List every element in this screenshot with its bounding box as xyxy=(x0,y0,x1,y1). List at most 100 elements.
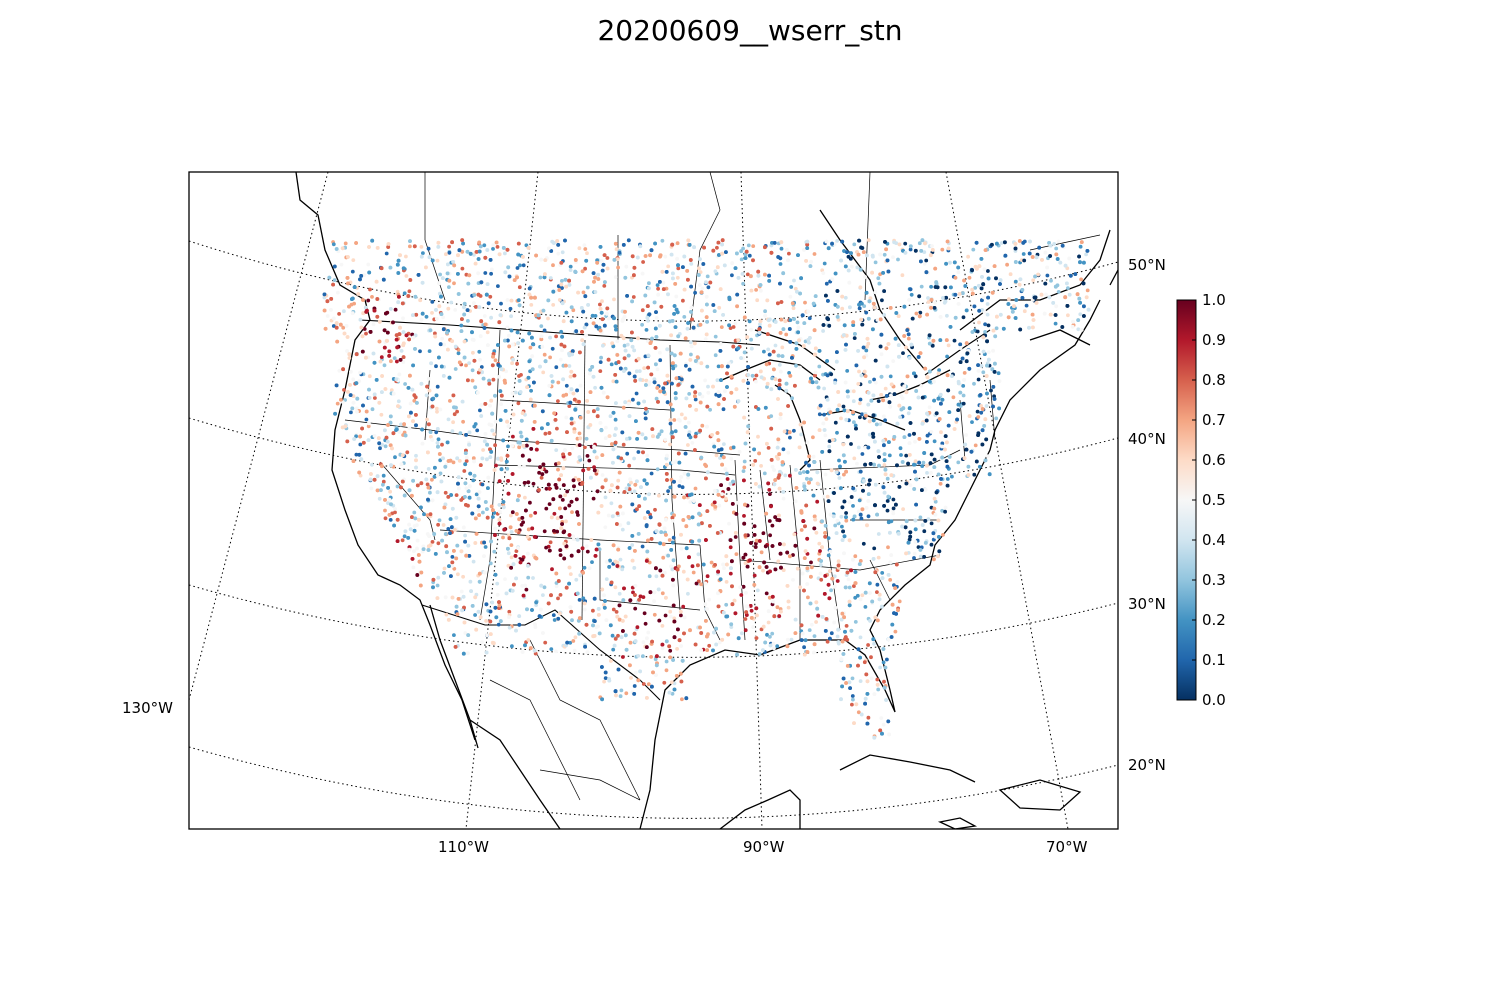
station-point xyxy=(418,298,423,303)
station-point xyxy=(498,418,503,422)
station-point xyxy=(669,548,674,552)
station-point xyxy=(621,598,626,603)
station-point xyxy=(952,338,957,343)
station-point xyxy=(574,497,579,502)
station-point xyxy=(882,458,887,463)
station-point xyxy=(443,490,448,495)
station-point xyxy=(721,407,726,412)
station-point xyxy=(1003,240,1007,245)
station-point xyxy=(1065,281,1069,286)
station-point xyxy=(1078,260,1082,265)
station-point xyxy=(435,583,440,588)
station-point xyxy=(585,251,589,256)
station-point xyxy=(343,241,348,246)
station-point xyxy=(520,516,525,520)
station-point xyxy=(476,508,481,513)
station-point xyxy=(659,429,664,434)
station-point xyxy=(981,370,986,375)
station-point xyxy=(553,418,558,422)
station-point xyxy=(926,296,930,300)
station-point xyxy=(972,381,976,386)
station-point xyxy=(499,301,503,306)
station-point xyxy=(814,600,819,605)
station-point xyxy=(956,460,961,465)
station-point xyxy=(699,361,704,366)
station-point xyxy=(528,369,532,374)
station-point xyxy=(429,434,433,439)
station-point xyxy=(593,385,597,390)
station-point xyxy=(736,636,741,641)
station-point xyxy=(470,604,475,608)
station-point xyxy=(560,498,565,502)
station-point xyxy=(682,471,687,476)
station-point xyxy=(843,585,848,590)
station-point xyxy=(371,322,376,327)
station-point xyxy=(700,286,705,291)
station-point xyxy=(876,555,881,560)
station-point xyxy=(886,269,891,274)
station-point xyxy=(683,336,688,341)
station-point xyxy=(387,354,392,358)
station-point xyxy=(489,315,493,320)
station-point xyxy=(463,533,467,538)
station-point xyxy=(634,369,639,374)
station-point xyxy=(763,405,768,410)
station-point xyxy=(440,276,445,280)
station-point xyxy=(972,472,977,477)
station-point xyxy=(347,356,352,360)
station-point xyxy=(1014,298,1019,302)
station-point xyxy=(952,260,957,265)
station-point xyxy=(416,553,421,557)
station-point xyxy=(858,397,863,402)
station-point xyxy=(371,351,376,356)
station-point xyxy=(749,608,754,613)
station-point xyxy=(927,405,932,410)
station-point xyxy=(471,478,476,483)
station-point xyxy=(528,397,533,402)
station-point xyxy=(419,481,424,486)
station-point xyxy=(973,286,978,290)
station-point xyxy=(822,412,826,417)
station-point xyxy=(836,627,841,632)
station-point xyxy=(461,594,466,599)
station-point xyxy=(571,537,576,542)
station-point xyxy=(746,424,751,429)
station-point xyxy=(823,534,828,539)
station-point xyxy=(558,357,563,362)
station-point xyxy=(720,242,724,247)
station-point xyxy=(405,450,410,455)
station-point xyxy=(896,343,901,347)
station-point xyxy=(660,238,665,243)
station-point xyxy=(852,456,857,461)
station-point xyxy=(1084,252,1088,257)
station-point xyxy=(489,271,493,276)
station-point xyxy=(696,552,701,557)
station-point xyxy=(791,578,795,582)
station-point xyxy=(463,481,468,486)
station-point xyxy=(829,588,833,593)
station-point xyxy=(473,613,477,617)
station-point xyxy=(479,403,484,407)
station-point xyxy=(742,350,747,355)
station-point xyxy=(406,386,411,390)
station-point xyxy=(506,551,511,556)
station-point xyxy=(584,436,589,441)
station-point xyxy=(682,315,687,319)
station-point xyxy=(493,443,497,448)
station-point xyxy=(976,415,981,419)
station-point xyxy=(641,682,646,686)
station-point xyxy=(548,276,553,280)
station-point xyxy=(582,607,587,612)
station-point xyxy=(391,320,395,325)
station-point xyxy=(827,407,831,412)
station-point xyxy=(430,311,434,315)
station-point xyxy=(439,479,444,484)
station-point xyxy=(977,320,981,325)
station-point xyxy=(727,295,732,300)
station-point xyxy=(489,539,493,544)
station-point xyxy=(624,264,629,269)
station-point xyxy=(668,655,673,660)
station-point xyxy=(703,337,708,342)
station-point xyxy=(779,317,784,322)
station-point xyxy=(539,607,543,612)
